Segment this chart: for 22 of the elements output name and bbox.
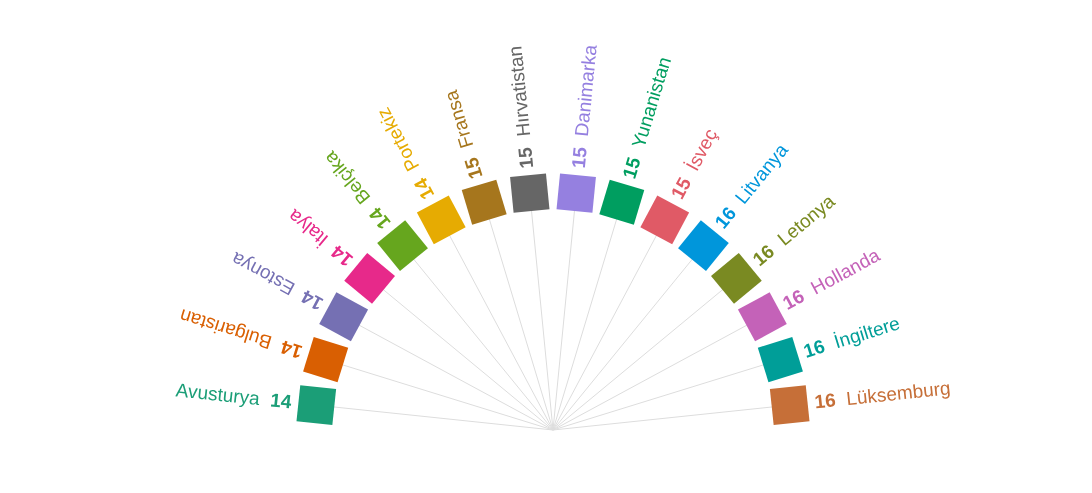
data-label: 15 <box>618 154 645 182</box>
data-label: 16 <box>800 335 828 362</box>
data-label: 16 <box>813 389 837 413</box>
data-label: 15 <box>567 145 591 170</box>
data-label: 15 <box>460 154 487 182</box>
data-label: 15 <box>666 173 696 203</box>
data-label: 14 <box>277 336 305 363</box>
data-label: 15 <box>514 145 538 170</box>
category-label: Hırvatistan <box>504 45 535 138</box>
data-label: 16 <box>710 202 741 233</box>
data-label: 14 <box>364 203 395 234</box>
category-label: Lüksemburg <box>845 377 952 410</box>
data-label: 14 <box>326 240 357 271</box>
category-label: Danimarka <box>570 43 601 138</box>
data-label: 14 <box>297 285 327 315</box>
category-label: Avusturya <box>174 379 262 410</box>
category-label: Fransa <box>439 87 478 151</box>
data-label: 14 <box>269 389 294 413</box>
data-label: 14 <box>409 174 439 203</box>
category-label: İngiltere <box>831 312 903 353</box>
data-label: 16 <box>748 240 779 271</box>
data-label: 16 <box>779 285 808 314</box>
